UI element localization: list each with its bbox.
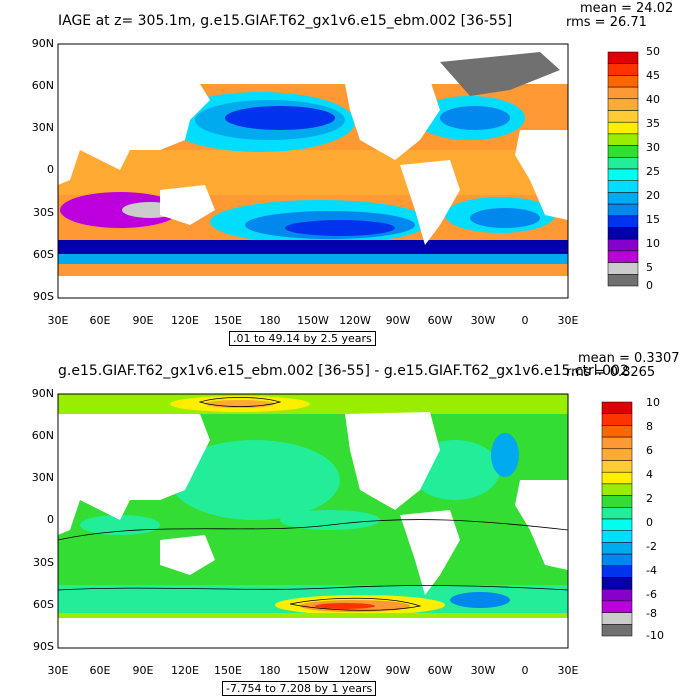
lon-label: 90W — [385, 314, 411, 327]
colorbar-label: 15 — [646, 213, 660, 226]
colorbar-label: 45 — [646, 69, 660, 82]
lon-label: 90E — [132, 314, 154, 327]
lat-label: 30N — [31, 471, 54, 484]
lat-label: 30N — [31, 121, 54, 134]
colorbar-label: -2 — [646, 540, 657, 553]
lon-label: 120E — [171, 314, 199, 327]
colorbar-label: 8 — [646, 420, 653, 433]
lon-label: 0 — [521, 664, 529, 677]
colorbar-label: 4 — [646, 468, 653, 481]
colorbar-swatch — [601, 495, 633, 508]
lon-label: 180 — [259, 314, 281, 327]
colorbar-swatch — [601, 460, 633, 473]
colorbar-label: 40 — [646, 93, 660, 106]
colorbar-top — [607, 51, 639, 287]
range-label-bottom: -7.754 to 7.208 by 1 years — [222, 681, 377, 696]
panel-top-rms: rms = 26.71 — [566, 15, 647, 30]
colorbar-label: 10 — [646, 396, 660, 409]
range-label-top: .01 to 49.14 by 2.5 years — [229, 331, 376, 346]
colorbar-bottom — [601, 401, 633, 637]
lat-label: 90N — [31, 37, 54, 50]
lat-label: 90S — [33, 290, 54, 303]
lat-label: 30S — [33, 556, 54, 569]
colorbar-swatch — [601, 518, 633, 531]
colorbar-swatch — [601, 448, 633, 461]
colorbar-label: -4 — [646, 564, 657, 577]
panel-bottom-rms: rms = 0.8265 — [566, 365, 656, 380]
lon-label: 30E — [557, 314, 579, 327]
lon-label: 150W — [297, 664, 329, 677]
colorbar-swatch — [607, 274, 639, 287]
lon-label: 30E — [47, 314, 69, 327]
colorbar-swatch — [601, 413, 633, 426]
lon-label: 30W — [470, 314, 496, 327]
colorbar-label: 50 — [646, 45, 660, 58]
colorbar-label: -10 — [646, 629, 664, 642]
colorbar-swatch — [601, 436, 633, 450]
colorbar-label: 2 — [646, 492, 653, 505]
lon-label: 120E — [171, 664, 199, 677]
lat-label: 60N — [31, 429, 54, 442]
panel-bottom-title: g.e15.GIAF.T62_gx1v6.e15_ebm.002 [36-55]… — [58, 363, 629, 379]
lon-label: 30E — [47, 664, 69, 677]
lon-label: 30W — [470, 664, 496, 677]
colorbar-label: 30 — [646, 141, 660, 154]
colorbar-swatch — [601, 471, 633, 485]
colorbar-swatch — [601, 600, 633, 613]
colorbar-swatch — [601, 612, 633, 625]
lat-label: 30S — [33, 206, 54, 219]
lon-label: 60E — [89, 314, 111, 327]
lat-label: 90N — [31, 387, 54, 400]
colorbar-label: 5 — [646, 261, 653, 274]
colorbar-label: 10 — [646, 237, 660, 250]
colorbar-swatch — [601, 588, 633, 602]
colorbar-swatch — [601, 530, 633, 543]
colorbar-label: 25 — [646, 165, 660, 178]
lon-label: 60W — [427, 314, 453, 327]
colorbar-label: 0 — [646, 279, 653, 292]
colorbar-swatch — [601, 401, 633, 414]
lon-label: 60W — [427, 664, 453, 677]
colorbar-swatch — [601, 553, 633, 567]
colorbar-swatch — [601, 483, 633, 496]
lon-label: 150E — [214, 664, 242, 677]
lat-label: 60N — [31, 79, 54, 92]
panel-bottom-mean: mean = 0.3307 — [578, 351, 680, 366]
lat-label: 90S — [33, 640, 54, 653]
colorbar-swatch — [601, 624, 633, 637]
colorbar-swatch — [601, 425, 633, 438]
lon-label: 30E — [557, 664, 579, 677]
colorbar-label: 6 — [646, 444, 653, 457]
lon-label: 150W — [297, 314, 329, 327]
lon-label: 150E — [214, 314, 242, 327]
colorbar-label: 35 — [646, 117, 660, 130]
lat-label: 0 — [47, 163, 54, 176]
lon-label: 90E — [132, 664, 154, 677]
colorbar-swatch — [601, 577, 633, 590]
colorbar-label: -8 — [646, 607, 657, 620]
lon-label: 120W — [339, 664, 371, 677]
lat-label: 60S — [33, 248, 54, 261]
panel-top-mean: mean = 24.02 — [580, 1, 674, 16]
colorbar-swatch — [601, 507, 633, 520]
panel-top-title: IAGE at z= 305.1m, g.e15.GIAF.T62_gx1v6.… — [58, 13, 513, 29]
colorbar-label: -6 — [646, 588, 657, 601]
lon-label: 60E — [89, 664, 111, 677]
lon-label: 120W — [339, 314, 371, 327]
colorbar-label: 20 — [646, 189, 660, 202]
lat-label: 60S — [33, 598, 54, 611]
colorbar-label: 0 — [646, 516, 653, 529]
lon-label: 180 — [259, 664, 281, 677]
lon-label: 90W — [385, 664, 411, 677]
map-top — [57, 43, 639, 299]
colorbar-swatch — [601, 565, 633, 578]
lat-label: 0 — [47, 513, 54, 526]
colorbar-swatch — [601, 542, 633, 555]
lon-label: 0 — [521, 314, 529, 327]
